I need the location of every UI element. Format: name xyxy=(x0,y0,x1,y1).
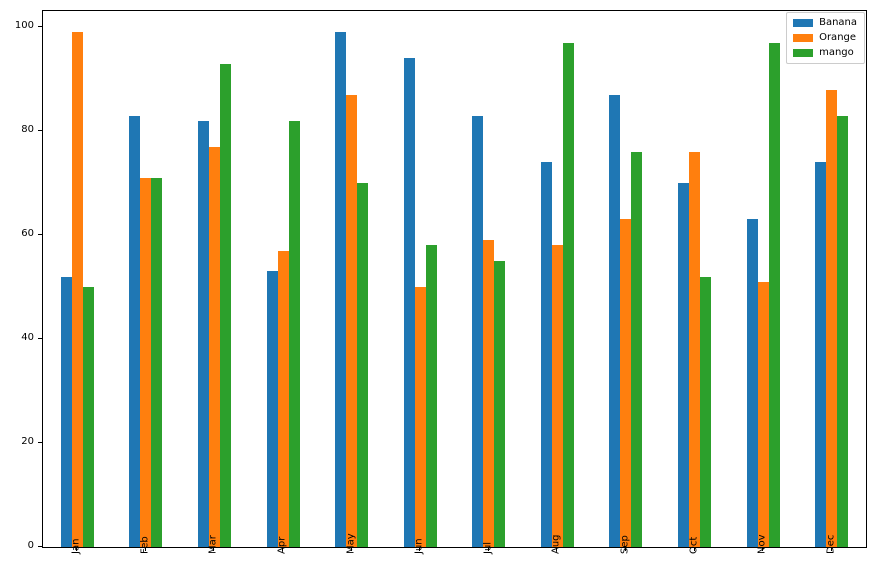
x-tick-mark xyxy=(144,547,146,551)
y-tick-label: 40 xyxy=(21,332,34,344)
bar-banana-feb xyxy=(129,115,141,547)
bar-orange-sep xyxy=(620,219,632,547)
x-tick-mark xyxy=(76,547,78,551)
bar-group-nov xyxy=(729,11,798,547)
bar-banana-apr xyxy=(266,271,278,547)
legend-item-banana: Banana xyxy=(793,17,857,29)
legend-label: Orange xyxy=(819,32,857,43)
bar-mango-jul xyxy=(494,261,506,547)
x-tick-mark xyxy=(350,547,352,551)
bar-mango-may xyxy=(357,183,369,547)
bar-orange-mar xyxy=(208,146,220,547)
bar-banana-sep xyxy=(609,94,621,547)
bar-mango-mar xyxy=(219,63,231,547)
bar-banana-mar xyxy=(197,120,209,547)
bar-orange-feb xyxy=(140,177,152,547)
bar-banana-jun xyxy=(403,58,415,547)
legend-item-mango: mango xyxy=(793,47,857,59)
bar-banana-aug xyxy=(540,162,552,547)
y-tick-label: 60 xyxy=(21,228,34,240)
bar-mango-nov xyxy=(768,42,780,547)
y-tick-label: 80 xyxy=(21,124,34,136)
bar-mango-feb xyxy=(151,177,163,547)
x-tick-mark xyxy=(213,547,215,551)
legend-swatch-banana xyxy=(793,19,814,27)
bar-orange-may xyxy=(346,94,358,547)
legend-label: Banana xyxy=(819,17,857,28)
bar-orange-aug xyxy=(551,245,563,547)
bar-mango-dec xyxy=(837,115,849,547)
bar-groups-container xyxy=(43,11,866,547)
bar-orange-apr xyxy=(277,250,289,547)
bar-mango-jun xyxy=(425,245,437,547)
y-tick-mark xyxy=(38,338,42,340)
bar-group-jun xyxy=(386,11,455,547)
bar-group-dec xyxy=(797,11,866,547)
x-tick-mark xyxy=(830,547,832,551)
bar-banana-may xyxy=(335,32,347,547)
x-tick-mark xyxy=(762,547,764,551)
bar-orange-jan xyxy=(71,32,83,547)
legend: Banana Orange mango xyxy=(786,12,865,64)
bar-orange-oct xyxy=(688,151,700,547)
y-tick-label: 100 xyxy=(14,20,34,32)
y-tick-mark xyxy=(38,26,42,28)
bar-group-oct xyxy=(660,11,729,547)
bar-group-may xyxy=(317,11,386,547)
bar-group-jul xyxy=(454,11,523,547)
bar-mango-oct xyxy=(699,276,711,547)
x-tick-mark xyxy=(487,547,489,551)
bar-orange-dec xyxy=(826,89,838,547)
y-tick-label: 20 xyxy=(21,436,34,448)
x-tick-mark xyxy=(693,547,695,551)
bar-banana-nov xyxy=(746,219,758,547)
y-tick-mark xyxy=(38,130,42,132)
bar-mango-aug xyxy=(562,42,574,547)
y-tick-mark xyxy=(38,442,42,444)
bar-banana-dec xyxy=(815,162,827,547)
bar-orange-jul xyxy=(483,240,495,547)
legend-swatch-mango xyxy=(793,49,814,57)
bar-banana-jul xyxy=(472,115,484,547)
bar-banana-jan xyxy=(60,276,72,547)
x-tick-mark xyxy=(419,547,421,551)
bar-mango-jan xyxy=(82,287,94,547)
legend-label: mango xyxy=(819,47,854,58)
y-tick-mark xyxy=(38,546,42,547)
x-tick-mark xyxy=(282,547,284,551)
x-tick-mark xyxy=(556,547,558,551)
y-tick-mark xyxy=(38,234,42,236)
bar-group-feb xyxy=(112,11,181,547)
bar-mango-sep xyxy=(631,151,643,547)
bar-orange-nov xyxy=(757,281,769,547)
bar-banana-oct xyxy=(677,183,689,547)
legend-item-orange: Orange xyxy=(793,32,857,44)
bar-group-jan xyxy=(43,11,112,547)
y-tick-label: 0 xyxy=(27,540,34,551)
bar-group-sep xyxy=(592,11,661,547)
plot-area xyxy=(42,10,867,548)
bar-group-mar xyxy=(180,11,249,547)
x-tick-mark xyxy=(624,547,626,551)
bar-group-apr xyxy=(249,11,318,547)
legend-swatch-orange xyxy=(793,34,814,42)
bar-orange-jun xyxy=(414,287,426,547)
bar-group-aug xyxy=(523,11,592,547)
bar-mango-apr xyxy=(288,120,300,547)
